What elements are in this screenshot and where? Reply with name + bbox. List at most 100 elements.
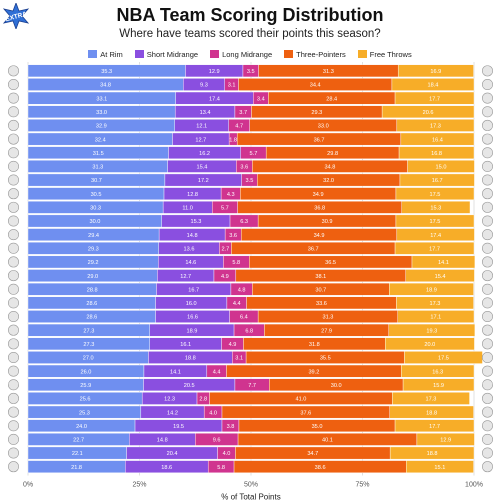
team-logo-icon — [481, 201, 493, 213]
data-label: 31.8 — [309, 342, 320, 348]
x-tick-label: 25% — [132, 482, 146, 489]
team-logo-icon — [8, 365, 19, 377]
team-logo-icon — [8, 119, 19, 131]
data-label: 29.3 — [88, 246, 99, 252]
data-label: 33.6 — [316, 301, 327, 307]
data-label: 30.5 — [91, 192, 102, 198]
data-label: 22.7 — [73, 438, 84, 444]
chart-legend: At Rim Short Midrange Long Midrange Three-P… — [0, 48, 500, 60]
legend-item: Short Midrange — [134, 48, 199, 60]
bar-segment — [405, 269, 475, 282]
bar-segment — [399, 173, 475, 187]
data-label: 5.8 — [217, 465, 225, 471]
data-label: 27.3 — [83, 342, 94, 348]
legend-swatch — [134, 50, 144, 58]
x-axis-label: % of Total Points — [221, 493, 280, 500]
data-label: 17.5 — [430, 192, 441, 198]
bar-segment — [385, 337, 475, 351]
bar-segment — [398, 146, 475, 160]
data-label: 25.6 — [80, 397, 91, 403]
team-logo-icon — [481, 406, 493, 418]
team-logo-icon — [8, 174, 19, 186]
data-label: 15.4 — [196, 165, 207, 171]
team-logo-icon — [481, 461, 493, 473]
data-label: 27.3 — [83, 328, 94, 334]
data-label: 38.1 — [315, 274, 326, 280]
team-logo-icon — [481, 297, 493, 309]
data-label: 12.1 — [196, 124, 207, 130]
bar-segment — [406, 460, 474, 473]
data-label: 29.0 — [87, 274, 98, 280]
data-label: 6.3 — [240, 219, 248, 225]
data-label: 2.7 — [221, 246, 229, 252]
data-label: 4.3 — [227, 192, 235, 198]
legend-label: Three-Pointers — [296, 49, 346, 59]
team-logo-icon — [8, 106, 19, 118]
data-label: 18.4 — [428, 83, 439, 89]
team-logo-icon — [481, 119, 493, 131]
data-label: 36.5 — [325, 260, 336, 266]
data-label: 17.2 — [198, 178, 209, 184]
team-logo-icon — [8, 256, 19, 268]
legend-swatch — [357, 50, 367, 58]
bar-segment — [392, 392, 470, 405]
team-logo-icon — [8, 270, 19, 282]
data-label: 14.6 — [185, 260, 196, 266]
data-label: 32.9 — [96, 124, 107, 130]
data-label: 12.7 — [195, 137, 206, 143]
data-label: 4.8 — [238, 287, 246, 293]
x-tick-label: 75% — [355, 482, 369, 489]
legend-label: Long Midrange — [222, 49, 273, 59]
data-label: 31.3 — [92, 165, 103, 171]
bar-segment — [407, 160, 475, 173]
team-logo-icon — [8, 188, 19, 200]
bar-segment — [400, 132, 475, 146]
data-label: 4.7 — [235, 124, 243, 130]
team-logo-icon — [8, 351, 19, 363]
team-logo-icon — [481, 174, 493, 186]
legend-label: Short Midrange — [146, 49, 199, 59]
legend-swatch — [284, 50, 294, 58]
team-logo-icon — [481, 311, 493, 323]
data-label: 3.8 — [227, 424, 235, 430]
data-label: 16.0 — [186, 301, 197, 307]
data-label: 39.2 — [308, 369, 319, 375]
team-logo-icon — [8, 133, 19, 145]
team-logo-icon — [481, 147, 493, 159]
team-logo-icon — [481, 392, 493, 404]
bar-segment — [389, 282, 474, 296]
bar-segment — [395, 187, 475, 200]
data-label: 16.1 — [180, 342, 191, 348]
bar-segment — [397, 64, 474, 78]
data-label: 35.0 — [312, 424, 323, 430]
data-label: 12.8 — [187, 192, 198, 198]
team-logo-icon — [8, 420, 19, 432]
bar-segment — [394, 91, 475, 105]
data-label: 41.0 — [296, 397, 307, 403]
team-logo-icon — [481, 106, 493, 118]
data-label: 4.9 — [221, 274, 229, 280]
team-logo-icon — [481, 420, 493, 432]
team-logo-icon — [8, 201, 19, 213]
data-label: 31.3 — [322, 315, 333, 321]
data-label: 16.4 — [432, 137, 443, 143]
data-label: 38.6 — [315, 465, 326, 471]
bar-segment — [396, 119, 475, 132]
data-label: 15.3 — [430, 206, 441, 212]
data-label: 37.6 — [300, 410, 311, 416]
data-label: 3.5 — [247, 69, 255, 75]
data-label: 16.6 — [187, 315, 198, 321]
data-label: 34.7 — [307, 451, 318, 457]
data-label: 16.8 — [431, 151, 442, 157]
data-label: 31.5 — [93, 151, 104, 157]
data-label: 4.4 — [233, 301, 241, 307]
data-label: 29.3 — [311, 110, 322, 116]
data-label: 18.9 — [186, 328, 197, 334]
team-logo-icon — [481, 78, 493, 90]
x-tick-label: 100% — [465, 482, 483, 489]
data-label: 4.4 — [213, 369, 221, 375]
team-logo-icon — [481, 324, 493, 336]
extra-logo: EXTRA — [3, 3, 29, 29]
team-logo-icon — [481, 270, 493, 282]
data-label: 17.4 — [430, 233, 441, 239]
